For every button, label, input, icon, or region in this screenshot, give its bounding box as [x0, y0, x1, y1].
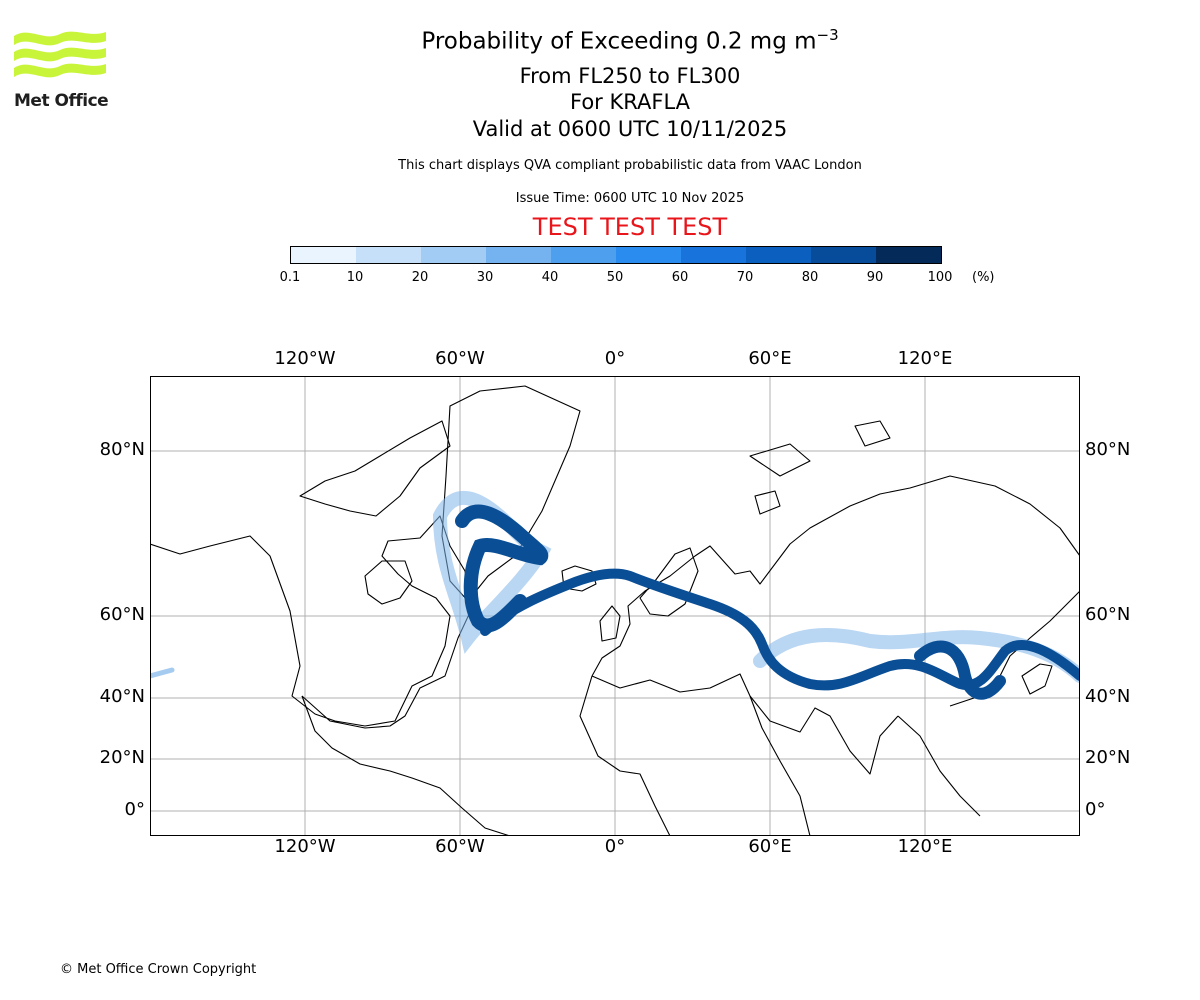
coast-eurasia	[591, 475, 1080, 677]
longitude-label-bottom: 60°W	[435, 836, 485, 857]
chart-description: This chart displays QVA compliant probab…	[398, 158, 862, 173]
colorbar-tick-label: 0.1	[279, 270, 301, 285]
colorbar-tick-label: 50	[606, 270, 624, 285]
colorbar-tick-label: 80	[801, 270, 819, 285]
coast-arctic-islands	[299, 420, 451, 517]
met-office-logo-text: Met Office	[14, 91, 109, 111]
longitude-label-top: 120°W	[274, 348, 336, 369]
longitude-label-bottom: 120°W	[274, 836, 336, 857]
chart-title-text: Probability of Exceeding 0.2 mg m	[421, 28, 817, 55]
latitude-label-right: 0°	[1085, 799, 1106, 820]
longitude-label-bottom: 60°E	[748, 836, 792, 857]
colorbar-tick-label: 10	[346, 270, 364, 285]
latitude-label-left: 80°N	[99, 439, 145, 460]
latitude-label-right: 20°N	[1085, 747, 1131, 768]
colorbar-segment	[876, 247, 942, 263]
colorbar-tick-label: 20	[411, 270, 429, 285]
colorbar	[290, 246, 942, 264]
longitude-label-top: 120°E	[897, 348, 953, 369]
latitude-label-left: 60°N	[99, 604, 145, 625]
coastlines	[150, 385, 1080, 836]
world-map	[150, 376, 1080, 836]
colorbar-segment	[616, 247, 682, 263]
chart-title-exponent: −3	[816, 26, 839, 44]
coast-central-america	[301, 695, 511, 836]
colorbar-segment	[681, 247, 747, 263]
colorbar-tick-label: 70	[736, 270, 754, 285]
longitude-label-top: 0°	[604, 348, 626, 369]
latitude-label-left: 40°N	[99, 686, 145, 707]
longitude-label-bottom: 120°E	[897, 836, 953, 857]
coast-africa	[579, 675, 811, 836]
colorbar-segment	[551, 247, 617, 263]
latitude-label-left: 0°	[124, 799, 145, 820]
graticule	[150, 376, 1080, 836]
colorbar-segment	[746, 247, 812, 263]
latitude-label-right: 80°N	[1085, 439, 1131, 460]
colorbar-segment	[486, 247, 552, 263]
ash-plume	[150, 491, 1080, 700]
plume-greenland-core	[455, 504, 549, 633]
test-banner: TEST TEST TEST	[532, 213, 728, 241]
colorbar-segment	[356, 247, 422, 263]
colorbar-tick-label: 60	[671, 270, 689, 285]
map-frame	[150, 376, 1080, 836]
coast-hudson-bay	[364, 560, 413, 605]
colorbar-segment	[811, 247, 877, 263]
copyright-notice: © Met Office Crown Copyright	[60, 962, 257, 977]
level-range: From FL250 to FL300	[519, 64, 741, 88]
colorbar-tick-label: 90	[866, 270, 884, 285]
volcano-name: For KRAFLA	[570, 90, 690, 114]
plume-pacific-tail	[150, 667, 175, 679]
plume-asia-loop	[914, 640, 1006, 700]
longitude-label-bottom: 0°	[604, 836, 626, 857]
coast-britain	[599, 605, 621, 642]
met-office-logo-icon	[14, 28, 106, 92]
colorbar-tick-label: 100	[927, 270, 953, 285]
chart-title: Probability of Exceeding 0.2 mg m−3	[30, 26, 1200, 55]
coast-mediterranean	[591, 673, 751, 697]
colorbar-frame	[290, 246, 942, 264]
latitude-label-left: 20°N	[99, 747, 145, 768]
latitude-label-right: 40°N	[1085, 686, 1131, 707]
coast-japan	[1021, 663, 1053, 695]
colorbar-segment	[421, 247, 487, 263]
plume-main-band	[480, 568, 1080, 691]
longitude-label-top: 60°E	[748, 348, 792, 369]
coast-north-america	[150, 515, 473, 729]
longitude-label-top: 60°W	[435, 348, 485, 369]
colorbar-segment	[291, 247, 357, 263]
issue-time: Issue Time: 0600 UTC 10 Nov 2025	[515, 191, 745, 206]
colorbar-tick-label: 30	[476, 270, 494, 285]
coast-siberia-islands	[749, 420, 891, 515]
colorbar-tick-label: 40	[541, 270, 559, 285]
latitude-label-right: 60°N	[1085, 604, 1131, 625]
coast-scandinavia	[639, 547, 699, 617]
coast-arabia-india	[749, 695, 899, 775]
colorbar-unit: (%)	[972, 270, 995, 285]
valid-time: Valid at 0600 UTC 10/11/2025	[472, 117, 788, 141]
